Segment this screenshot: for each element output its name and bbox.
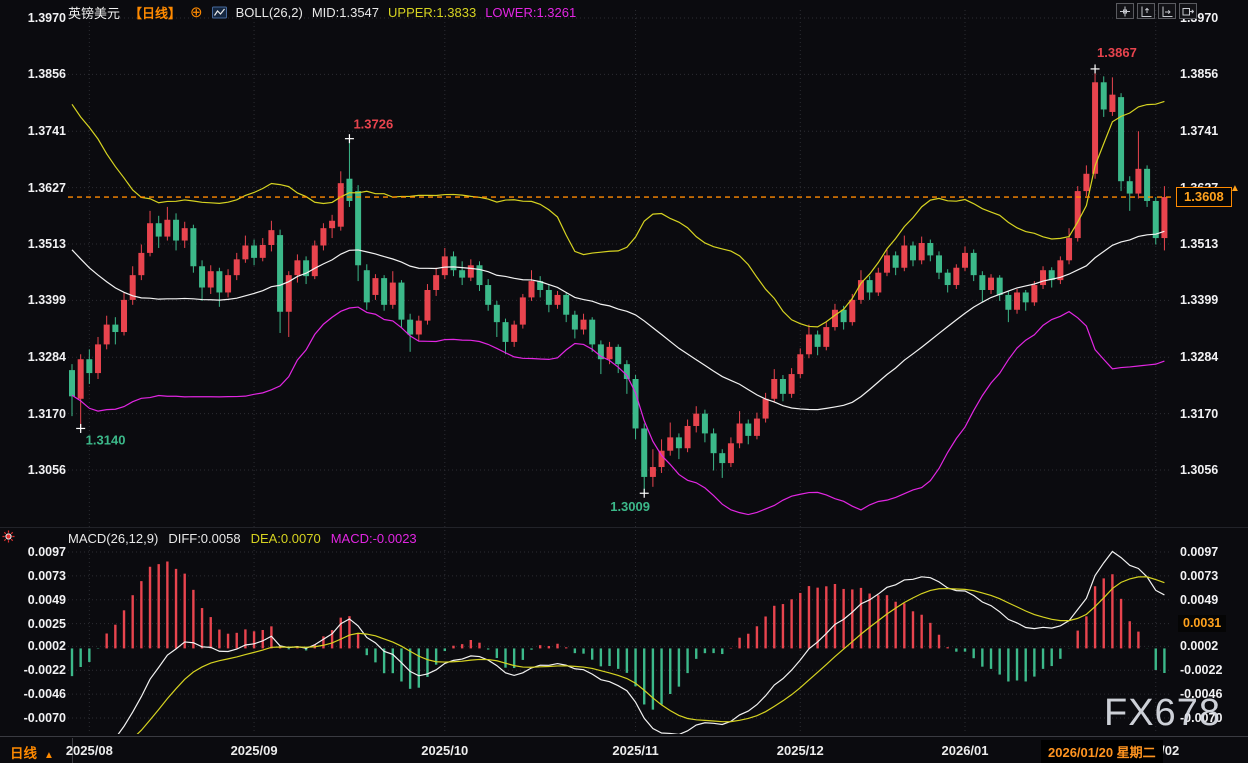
macd-axis-label-right: -0.0070	[1180, 710, 1223, 725]
chart-toolbar	[1116, 3, 1197, 19]
price-axis-label-right: 1.3170	[1180, 406, 1219, 421]
svg-text:1.3726: 1.3726	[353, 117, 393, 132]
time-axis-month: 2025/11	[612, 743, 659, 758]
svg-text:1.3140: 1.3140	[86, 432, 126, 447]
add-compare-icon[interactable]: ⊕	[190, 4, 203, 21]
macd-axis-label-left: -0.0070	[23, 710, 66, 725]
svg-text:1.3867: 1.3867	[1097, 45, 1137, 60]
price-annotation: 1.3726	[344, 117, 393, 144]
candlesticks	[69, 68, 1168, 494]
timeframe-up-arrow-icon: ▲	[44, 750, 54, 761]
time-axis-month: 2025/10	[421, 743, 469, 758]
price-annotation: 1.3867	[1090, 45, 1137, 74]
fit-horizontal-axis-icon[interactable]	[1158, 3, 1176, 19]
price-axis-label-left: 1.3170	[27, 406, 66, 421]
price-axis-label-left: 1.3970	[27, 11, 66, 25]
timeframe-selector-label: 日线	[10, 746, 37, 761]
macd-axis-label-left: 0.0073	[27, 568, 66, 583]
price-axis-label-left: 1.3627	[27, 180, 66, 195]
latest-price-arrow-icon[interactable]: ▲	[1230, 183, 1240, 195]
fx678-watermark: FX678	[1104, 692, 1221, 734]
price-axis-label-left: 1.3399	[27, 293, 66, 308]
macd-axis-label-right: 0.0073	[1180, 568, 1219, 583]
price-axis-label-right: 1.3399	[1180, 293, 1219, 308]
price-axis-label-left: 1.3856	[27, 67, 66, 82]
time-axis-month: 2026/01	[941, 743, 989, 758]
macd-axis-label-left: -0.0046	[23, 687, 66, 702]
macd-diff-value: DIFF:0.0058	[168, 531, 241, 546]
macd-axis-label-left: -0.0022	[23, 663, 66, 678]
boll-lower-value: LOWER:1.3261	[485, 5, 577, 20]
macd-axis-label-right: 0.0002	[1180, 639, 1219, 654]
time-axis-month: 2025/09	[230, 743, 278, 758]
macd-axis-label-right: 0.0097	[1180, 545, 1219, 559]
footer-axis-separator	[72, 738, 73, 763]
price-axis-label-right: 1.3741	[1180, 124, 1219, 139]
macd-axis-label-right: -0.0046	[1180, 687, 1223, 702]
macd-axis-label-right: -0.0022	[1180, 663, 1223, 678]
boll-indicator-icon	[211, 6, 227, 19]
crosshair-icon[interactable]	[1116, 3, 1134, 19]
price-annotation: 1.3140	[76, 423, 126, 447]
macd-header: MACD(26,12,9) DIFF:0.0058 DEA:0.0070 MAC…	[68, 531, 417, 546]
macd-bar-value: MACD:-0.0023	[330, 531, 417, 546]
reset-zoom-icon[interactable]	[1179, 3, 1197, 19]
macd-axis-label-left: 0.0025	[27, 616, 66, 631]
price-axis-label-right: 1.3513	[1180, 237, 1219, 251]
bollinger-bands	[71, 100, 1165, 516]
macd-plot	[70, 550, 1166, 734]
macd-axis-current-tag: 0.0031	[1178, 614, 1227, 632]
svg-text:1.3009: 1.3009	[610, 499, 650, 514]
timeframe-tag: 【日线】	[129, 6, 182, 21]
price-annotation: 1.3009	[610, 488, 650, 514]
macd-dea-value: DEA:0.0070	[250, 531, 321, 546]
price-axis-label-left: 1.3513	[27, 237, 66, 251]
timeframe-selector[interactable]: 日线 ▲	[10, 742, 54, 763]
time-axis-month: 2025/08	[65, 743, 113, 758]
price-axis-label-left: 1.3056	[27, 463, 66, 477]
macd-axis-label-right: 0.0049	[1180, 592, 1219, 607]
price-axis-label-right: 1.3856	[1180, 67, 1219, 82]
last-price-tag: 1.3608	[1176, 187, 1232, 208]
macd-axis-label-left: 0.0049	[27, 592, 66, 607]
symbol-name: 英镑美元	[68, 6, 121, 21]
macd-axis-label-left: 0.0097	[27, 545, 66, 559]
price-axis-label-right: 1.3284	[1180, 350, 1219, 365]
macd-alert-icon[interactable]	[2, 530, 15, 548]
time-axis-month: 2025/12	[776, 743, 824, 758]
price-header: 英镑美元 【日线】 ⊕ BOLL(26,2) MID:1.3547 UPPER:…	[68, 3, 576, 22]
highlighted-date: 2026/01/20 星期二	[1041, 740, 1163, 763]
price-axis-label-left: 1.3741	[27, 124, 66, 139]
boll-label: BOLL(26,2)	[235, 5, 303, 20]
price-axis-label-left: 1.3284	[27, 350, 66, 365]
price-axis-label-right: 1.3056	[1180, 463, 1219, 477]
macd-axis-label-left: 0.0002	[27, 639, 66, 654]
boll-mid-value: MID:1.3547	[311, 5, 380, 20]
macd-params-label: MACD(26,12,9)	[68, 531, 159, 546]
fit-vertical-axis-icon[interactable]	[1137, 3, 1155, 19]
footer-divider	[0, 736, 1248, 737]
boll-upper-value: UPPER:1.3833	[388, 5, 477, 20]
